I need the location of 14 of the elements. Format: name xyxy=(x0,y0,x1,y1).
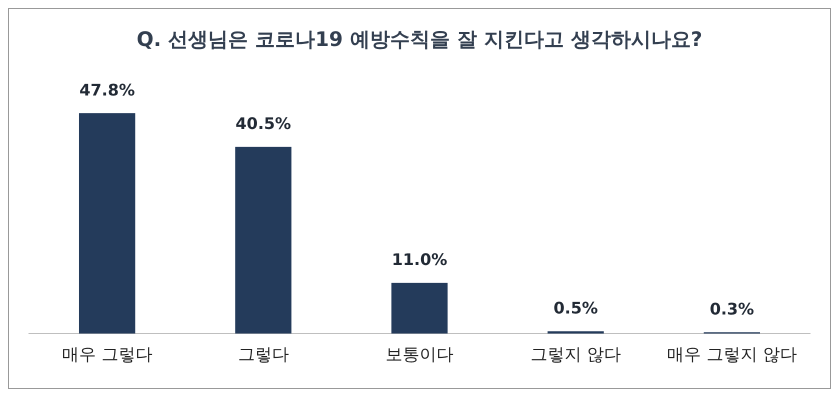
chart-title: Q. 선생님은 코로나19 예방수칙을 잘 지킨다고 생각하시나요? xyxy=(136,27,702,52)
x-tick-label: 보통이다 xyxy=(386,345,454,366)
data-label: 40.5% xyxy=(236,114,292,133)
data-label: 0.5% xyxy=(554,298,598,318)
data-label: 47.8% xyxy=(79,80,135,100)
x-tick-label: 그렇지 않다 xyxy=(530,345,621,366)
bar xyxy=(235,146,292,334)
x-tick-label: 매우 그렇다 xyxy=(62,345,152,366)
x-tick-label: 매우 그렇지 않다 xyxy=(666,345,797,366)
bar xyxy=(78,113,136,334)
x-tick-label: 그렇다 xyxy=(238,345,289,366)
bar xyxy=(391,282,448,334)
data-label: 11.0% xyxy=(392,250,448,270)
data-label: 0.3% xyxy=(710,299,754,318)
